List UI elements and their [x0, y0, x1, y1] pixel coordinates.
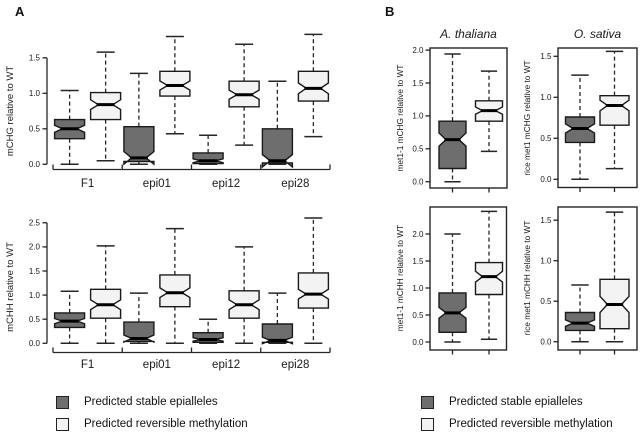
a-mchg-stable-epi28-box — [261, 128, 294, 169]
reversible-methylation-swatch — [421, 417, 434, 431]
plot-frame — [429, 206, 508, 351]
y-tick-label: 0.0 — [540, 175, 552, 184]
plot-frame — [557, 206, 638, 351]
y-tick-label: 0.5 — [540, 297, 552, 306]
legend-left: Predicted stable epialleles Predicted re… — [56, 395, 248, 431]
y-tick-label: 1.0 — [540, 93, 552, 102]
category-label: F1 — [81, 359, 94, 371]
stable-epialleles-swatch — [421, 395, 434, 409]
y-tick-label: 0.5 — [29, 125, 41, 134]
b-os-mchg-reversible-box — [599, 94, 630, 126]
legend-label: Predicted reversible methylation — [84, 418, 248, 430]
plot-a-mchh: 0.0 0.5 1.0 1.5 2.0 2.5 F1 epi01 epi12 epi28 mCHH … — [5, 217, 331, 371]
plot-title: A. thaliana — [439, 27, 497, 41]
plot-b-os-mchg: 0.0 0.5 1.0 1.5 O. sativa rice met1 mCHG rela… — [522, 27, 638, 192]
legend-item-reversible: Predicted reversible methylation — [421, 417, 613, 431]
plot-title: O. sativa — [574, 27, 622, 41]
reversible-methylation-swatch — [56, 417, 69, 431]
category-label: epi28 — [281, 178, 309, 190]
y-axis-label: met1-1 mCHG relative to WT — [395, 65, 405, 172]
y-tick-label: 1.5 — [412, 79, 424, 88]
a-mchg-stable-epi01-box — [123, 125, 155, 166]
legend-label: Predicted stable epialleles — [449, 396, 583, 408]
y-tick-label: 1.5 — [29, 54, 41, 63]
y-tick-label: 0.0 — [29, 339, 41, 348]
y-tick-label: 1.5 — [29, 267, 41, 276]
category-label: F1 — [81, 178, 94, 190]
y-tick-label: 1.0 — [412, 112, 424, 121]
legend-item-stable: Predicted stable epialleles — [421, 395, 613, 409]
y-tick-label: 0.0 — [29, 160, 41, 169]
y-tick-label: 2.5 — [29, 219, 41, 228]
y-axis-label: rice met1 mCHH relative to WT — [522, 221, 532, 336]
plot-a-mchg: 0.0 0.5 1.0 1.5 F1 epi01 epi12 epi28 mCHG relati… — [5, 33, 331, 190]
y-tick-label: 2.0 — [412, 230, 424, 239]
plot-b-at-mchh: 0.0 0.5 1.0 1.5 2.0 met1-1 mCHH relative to W… — [395, 206, 508, 355]
y-tick-label: 0.0 — [412, 338, 424, 347]
y-tick-label: 1.5 — [540, 216, 552, 225]
b-at-mchh-reversible-box — [474, 261, 504, 296]
y-tick-label: 1.5 — [412, 257, 424, 266]
y-tick-label: 1.0 — [29, 291, 41, 300]
legend-item-stable: Predicted stable epialleles — [56, 395, 248, 409]
category-label: epi28 — [281, 359, 309, 371]
panel-a-label: A — [15, 4, 25, 19]
category-label: epi12 — [212, 359, 240, 371]
y-tick-label: 0.5 — [540, 134, 552, 143]
category-label: epi01 — [143, 359, 171, 371]
y-tick-label: 0.5 — [412, 311, 424, 320]
category-label: epi01 — [143, 178, 171, 190]
panel-b-label: B — [385, 4, 395, 19]
y-axis-label: met1-1 mCHH relative to WT — [395, 225, 405, 332]
y-tick-label: 0.5 — [29, 315, 41, 324]
y-tick-label: 2.0 — [412, 46, 424, 55]
y-axis-label: mCHG relative to WT — [5, 66, 16, 156]
category-label: epi12 — [212, 178, 240, 190]
y-axis-label: mCHH relative to WT — [5, 242, 16, 332]
a-mchg-reversible-epi28-box — [297, 70, 330, 102]
plot-frame — [429, 47, 508, 189]
y-axis-label: rice met1 mCHG relative to WT — [522, 60, 532, 175]
plot-frame — [557, 47, 638, 189]
b-os-mchh-stable-box — [564, 311, 596, 332]
stable-epialleles-swatch — [56, 395, 69, 409]
y-tick-label: 0.0 — [540, 338, 552, 347]
a-mchh-stable-epi28-box — [261, 323, 294, 345]
y-tick-label: 0.0 — [412, 178, 424, 187]
plot-b-os-mchh: 0.0 0.5 1.0 1.5 rice met1 mCHH relative to W… — [522, 206, 638, 355]
a-mchh-reversible-epi01-box — [159, 274, 191, 308]
legend-label: Predicted reversible methylation — [449, 418, 613, 430]
legend-label: Predicted stable epialleles — [84, 396, 218, 408]
b-at-mchg-stable-box — [438, 120, 467, 170]
y-tick-label: 1.5 — [540, 52, 552, 61]
a-mchh-reversible-epi28-box — [297, 272, 330, 309]
plot-b-at-mchg: 0.0 0.5 1.0 1.5 2.0 A. thaliana met1-1 mCHG re… — [395, 27, 508, 193]
y-tick-label: 0.5 — [412, 145, 424, 154]
y-tick-label: 1.0 — [29, 89, 41, 98]
y-tick-label: 2.0 — [29, 243, 41, 252]
legend-item-reversible: Predicted reversible methylation — [56, 417, 248, 431]
a-mchg-reversible-epi01-box — [159, 70, 191, 97]
legend-right: Predicted stable epialleles Predicted re… — [421, 395, 613, 431]
y-tick-label: 1.0 — [540, 257, 552, 266]
y-tick-label: 1.0 — [412, 284, 424, 293]
